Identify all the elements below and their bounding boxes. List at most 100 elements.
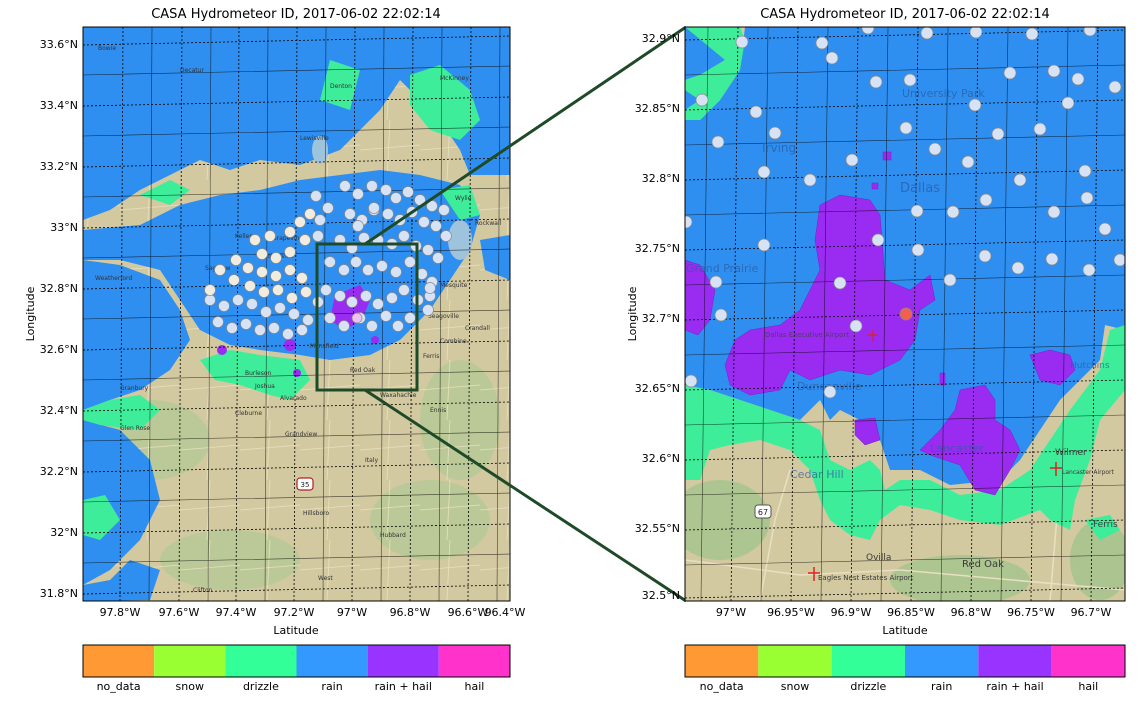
station-marker[interactable] — [1082, 263, 1096, 277]
station-marker[interactable] — [284, 246, 296, 258]
station-marker[interactable] — [338, 320, 350, 332]
station-marker[interactable] — [382, 208, 394, 220]
station-marker[interactable] — [212, 316, 224, 328]
station-marker[interactable] — [961, 155, 975, 169]
station-marker[interactable] — [991, 127, 1005, 141]
station-marker[interactable] — [339, 180, 351, 192]
station-marker[interactable] — [270, 270, 282, 282]
station-marker[interactable] — [246, 298, 258, 310]
station-marker[interactable] — [943, 273, 957, 287]
station-marker[interactable] — [833, 276, 847, 290]
station-marker[interactable] — [418, 216, 430, 228]
station-marker[interactable] — [709, 275, 723, 289]
station-marker[interactable] — [432, 252, 444, 264]
station-marker[interactable] — [823, 385, 837, 399]
station-marker[interactable] — [928, 142, 942, 156]
station-marker[interactable] — [757, 165, 771, 179]
station-marker[interactable] — [296, 324, 308, 336]
station-marker[interactable] — [272, 284, 284, 296]
station-marker[interactable] — [360, 290, 372, 302]
station-marker[interactable] — [871, 233, 885, 247]
station-marker[interactable] — [346, 296, 358, 308]
station-marker[interactable] — [735, 35, 749, 49]
station-marker[interactable] — [284, 264, 296, 276]
station-marker[interactable] — [338, 264, 350, 276]
station-marker[interactable] — [312, 230, 324, 242]
station-marker[interactable] — [322, 202, 334, 214]
station-marker[interactable] — [1025, 27, 1039, 41]
station-marker[interactable] — [911, 243, 925, 257]
station-marker[interactable] — [352, 220, 364, 232]
station-marker[interactable] — [380, 310, 392, 322]
station-marker[interactable] — [324, 312, 336, 324]
station-marker[interactable] — [398, 230, 410, 242]
station-marker[interactable] — [334, 290, 346, 302]
station-marker[interactable] — [768, 126, 782, 140]
station-marker[interactable] — [1113, 253, 1126, 267]
station-marker[interactable] — [711, 135, 725, 149]
station-marker[interactable] — [969, 26, 983, 39]
station-marker[interactable] — [1083, 24, 1097, 37]
station-marker[interactable] — [1078, 164, 1092, 178]
station-marker[interactable] — [284, 226, 296, 238]
station-marker[interactable] — [249, 234, 261, 246]
station-marker[interactable] — [352, 188, 364, 200]
station-marker[interactable] — [430, 220, 442, 232]
station-marker[interactable] — [256, 248, 268, 260]
station-marker[interactable] — [310, 190, 322, 202]
station-marker[interactable] — [351, 312, 363, 324]
station-marker[interactable] — [390, 192, 402, 204]
station-marker[interactable] — [300, 286, 312, 298]
station-marker[interactable] — [979, 193, 993, 207]
station-marker[interactable] — [424, 282, 436, 294]
station-marker[interactable] — [244, 280, 256, 292]
station-marker[interactable] — [380, 184, 392, 196]
station-marker[interactable] — [372, 298, 384, 310]
station-marker[interactable] — [714, 308, 728, 322]
station-marker[interactable] — [1098, 222, 1112, 236]
station-marker[interactable] — [376, 260, 388, 272]
station-marker[interactable] — [254, 324, 266, 336]
station-marker[interactable] — [214, 264, 226, 276]
station-marker[interactable] — [440, 230, 452, 242]
station-marker[interactable] — [260, 306, 272, 318]
left-map-area[interactable]: Bowie Decatur Denton Lewisville McKinney… — [83, 27, 510, 601]
station-marker[interactable] — [324, 256, 336, 268]
station-marker[interactable] — [256, 266, 268, 278]
station-marker[interactable] — [422, 244, 434, 256]
station-marker[interactable] — [1013, 173, 1027, 187]
station-marker[interactable] — [204, 284, 216, 296]
station-marker[interactable] — [398, 284, 410, 296]
station-marker[interactable] — [228, 274, 240, 286]
station-marker[interactable] — [230, 254, 242, 266]
station-marker[interactable] — [1011, 261, 1025, 275]
station-marker[interactable] — [366, 320, 378, 332]
station-marker[interactable] — [314, 214, 326, 226]
station-marker[interactable] — [404, 256, 416, 268]
station-marker[interactable] — [1045, 252, 1059, 266]
station-marker[interactable] — [274, 302, 286, 314]
station-marker[interactable] — [258, 286, 270, 298]
station-marker[interactable] — [849, 319, 863, 333]
station-marker[interactable] — [368, 202, 380, 214]
station-marker[interactable] — [282, 328, 294, 340]
station-marker[interactable] — [903, 73, 917, 87]
station-marker[interactable] — [268, 322, 280, 334]
station-marker[interactable] — [861, 22, 875, 35]
station-marker[interactable] — [362, 264, 374, 276]
station-marker[interactable] — [242, 262, 254, 274]
station-marker[interactable] — [685, 374, 698, 388]
station-marker[interactable] — [226, 322, 238, 334]
station-marker[interactable] — [270, 252, 282, 264]
station-marker[interactable] — [757, 238, 771, 252]
station-marker[interactable] — [749, 105, 763, 119]
station-marker[interactable] — [1047, 64, 1061, 78]
station-marker[interactable] — [288, 308, 300, 320]
station-marker[interactable] — [1047, 205, 1061, 219]
station-marker[interactable] — [240, 318, 252, 330]
station-marker[interactable] — [680, 215, 693, 229]
station-marker[interactable] — [350, 256, 362, 268]
station-marker[interactable] — [1061, 96, 1075, 110]
station-marker[interactable] — [366, 180, 378, 192]
station-marker[interactable] — [825, 51, 839, 65]
